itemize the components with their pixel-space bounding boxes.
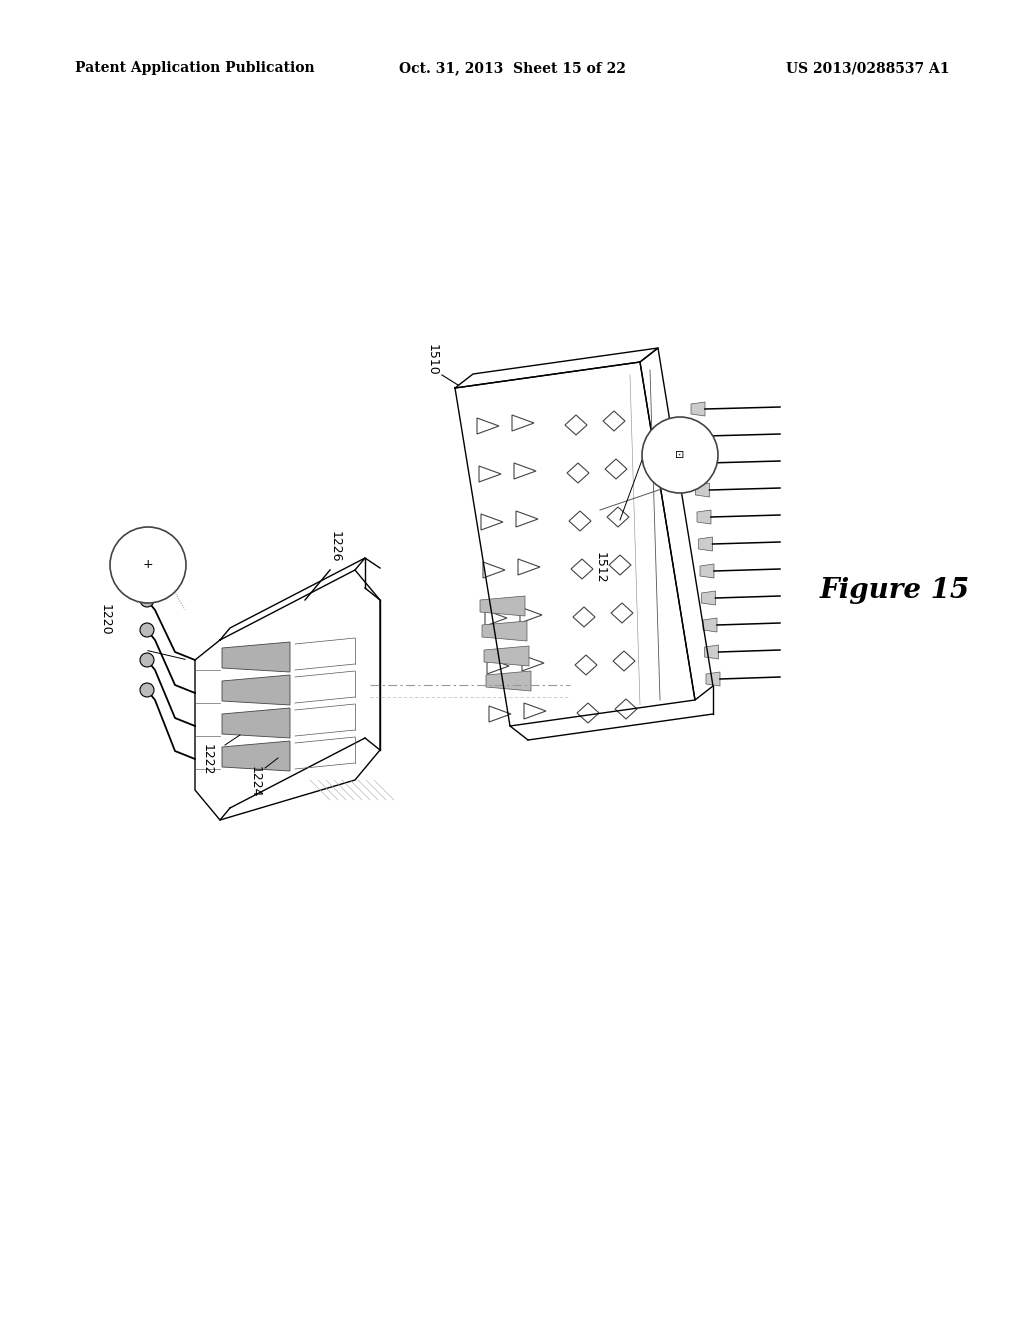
Polygon shape bbox=[487, 657, 509, 675]
Text: ⊡: ⊡ bbox=[675, 450, 685, 459]
Polygon shape bbox=[484, 645, 529, 667]
Polygon shape bbox=[483, 562, 505, 578]
Polygon shape bbox=[697, 510, 711, 524]
Text: +: + bbox=[142, 558, 154, 572]
Text: 1222: 1222 bbox=[201, 744, 213, 776]
Polygon shape bbox=[609, 554, 631, 576]
Polygon shape bbox=[701, 591, 716, 605]
Circle shape bbox=[110, 527, 186, 603]
Polygon shape bbox=[482, 620, 527, 642]
Polygon shape bbox=[577, 704, 599, 723]
Polygon shape bbox=[481, 513, 503, 531]
Polygon shape bbox=[222, 642, 290, 672]
Polygon shape bbox=[486, 671, 531, 690]
Polygon shape bbox=[691, 403, 705, 416]
Polygon shape bbox=[565, 414, 587, 436]
Polygon shape bbox=[694, 455, 708, 470]
Polygon shape bbox=[695, 483, 710, 498]
Text: US 2013/0288537 A1: US 2013/0288537 A1 bbox=[786, 61, 950, 75]
Polygon shape bbox=[706, 672, 720, 686]
Text: 1220: 1220 bbox=[98, 605, 112, 636]
Circle shape bbox=[140, 653, 154, 667]
Polygon shape bbox=[485, 610, 507, 626]
Text: Figure 15: Figure 15 bbox=[820, 577, 970, 603]
Circle shape bbox=[140, 623, 154, 638]
Polygon shape bbox=[603, 411, 625, 432]
Polygon shape bbox=[615, 700, 637, 719]
Polygon shape bbox=[480, 597, 525, 616]
Polygon shape bbox=[611, 603, 633, 623]
Polygon shape bbox=[522, 655, 544, 671]
Polygon shape bbox=[613, 651, 635, 671]
Text: 1512: 1512 bbox=[594, 552, 606, 583]
Circle shape bbox=[140, 593, 154, 607]
Polygon shape bbox=[703, 618, 717, 632]
Polygon shape bbox=[222, 741, 290, 771]
Polygon shape bbox=[516, 511, 538, 527]
Polygon shape bbox=[569, 511, 591, 531]
Circle shape bbox=[642, 417, 718, 492]
Polygon shape bbox=[573, 607, 595, 627]
Polygon shape bbox=[567, 463, 589, 483]
Polygon shape bbox=[571, 558, 593, 579]
Polygon shape bbox=[575, 655, 597, 675]
Polygon shape bbox=[222, 708, 290, 738]
Polygon shape bbox=[698, 537, 713, 550]
Polygon shape bbox=[705, 645, 719, 659]
Polygon shape bbox=[512, 414, 534, 432]
Polygon shape bbox=[479, 466, 501, 482]
Polygon shape bbox=[700, 564, 714, 578]
Text: 1226: 1226 bbox=[329, 531, 341, 562]
Polygon shape bbox=[524, 704, 546, 719]
Polygon shape bbox=[514, 463, 536, 479]
Polygon shape bbox=[520, 607, 542, 623]
Circle shape bbox=[140, 682, 154, 697]
Polygon shape bbox=[477, 418, 499, 434]
Polygon shape bbox=[692, 429, 707, 444]
Text: Patent Application Publication: Patent Application Publication bbox=[75, 61, 314, 75]
Polygon shape bbox=[607, 507, 629, 527]
Text: Oct. 31, 2013  Sheet 15 of 22: Oct. 31, 2013 Sheet 15 of 22 bbox=[398, 61, 626, 75]
Text: 1510: 1510 bbox=[426, 345, 438, 376]
Polygon shape bbox=[605, 459, 627, 479]
Text: 1224: 1224 bbox=[249, 766, 261, 797]
Polygon shape bbox=[222, 675, 290, 705]
Polygon shape bbox=[489, 706, 511, 722]
Polygon shape bbox=[518, 558, 540, 576]
